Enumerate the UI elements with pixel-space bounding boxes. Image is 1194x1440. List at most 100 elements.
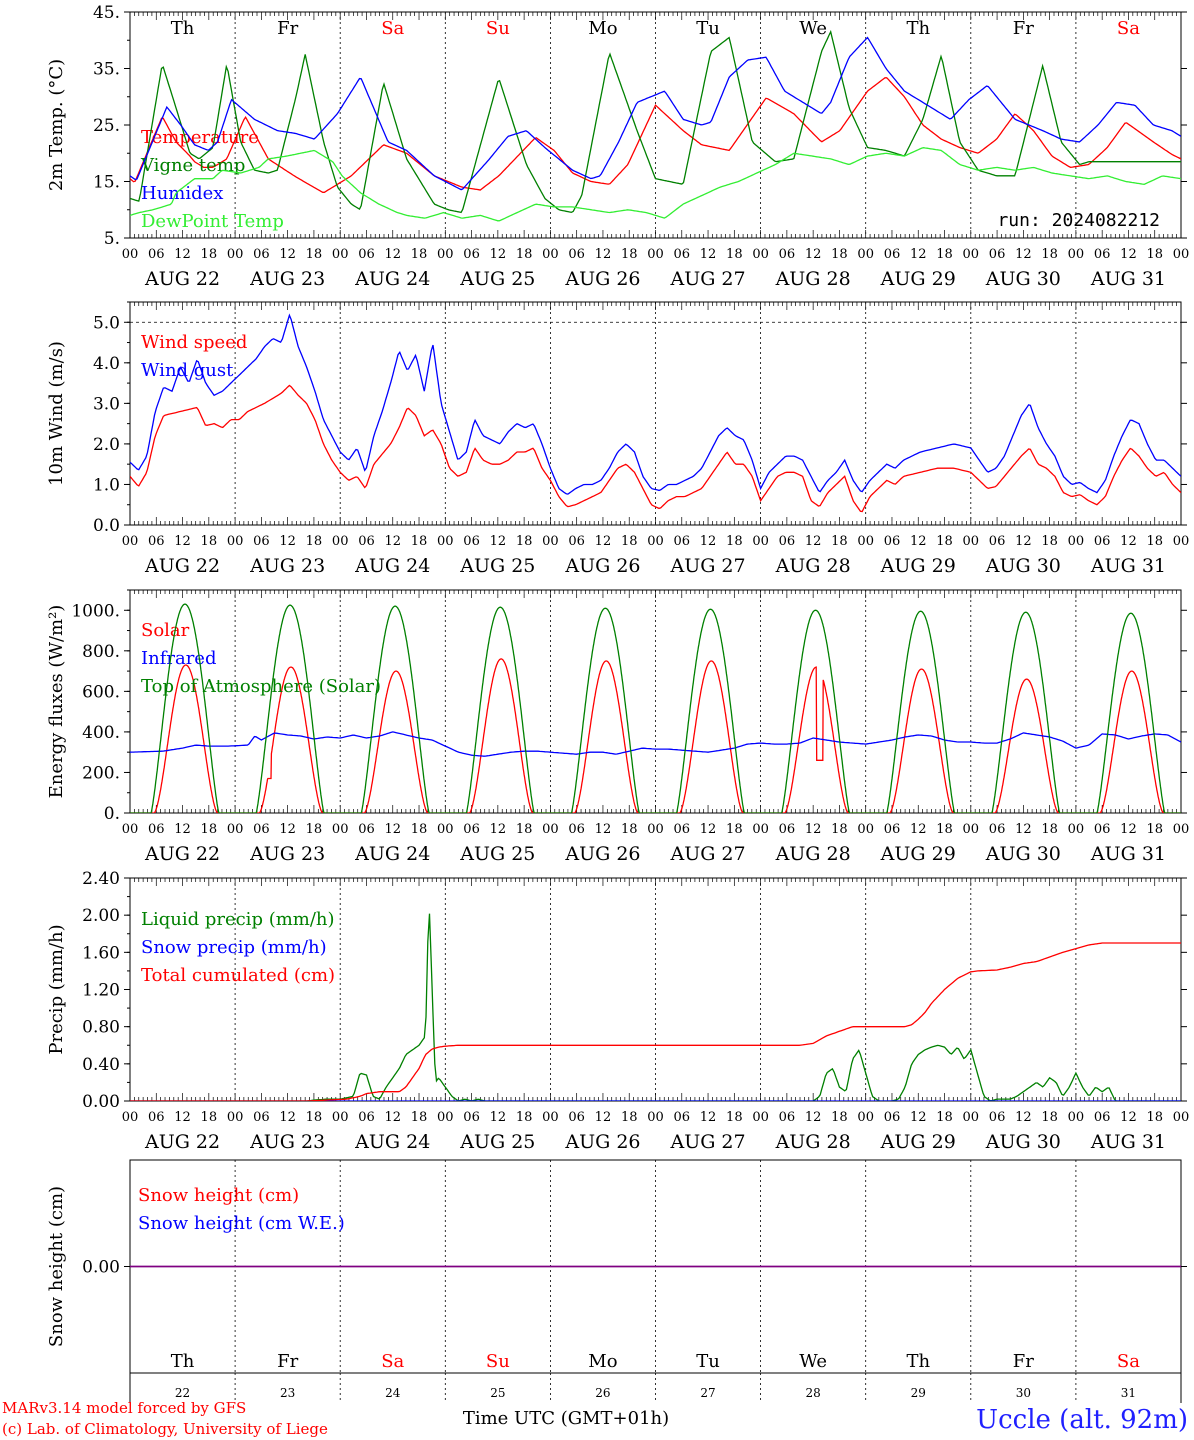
y-axis-label: Precip (mm/h) [46,924,67,1054]
hour-tick-label: 00 [1068,534,1085,549]
day-number-label: 27 [700,1386,715,1400]
hour-tick-label: 18 [726,1110,743,1125]
date-label: AUG 22 [144,1131,220,1153]
date-label: AUG 22 [144,843,220,865]
date-label: AUG 31 [1090,1131,1166,1153]
series-line-dewpoint-temp [130,147,1181,222]
weekday-label: Th [906,18,930,39]
legend-vigne-temp: Vigne temp [140,155,245,176]
hour-tick-label: 12 [1120,822,1137,837]
series-line-temperature [130,77,1181,193]
plot-frame [129,11,1182,239]
hour-tick-label: 18 [411,1110,428,1125]
hour-tick-label: 00 [122,534,139,549]
legend-solar: Solar [141,620,190,641]
hour-tick-label: 00 [122,822,139,837]
hour-tick-label: 18 [726,534,743,549]
date-label: AUG 22 [144,555,220,577]
hour-tick-label: 00 [963,822,980,837]
legend-infrared: Infrared [141,648,216,669]
legend-temperature: Temperature [141,127,259,148]
hour-tick-label: 12 [1015,1110,1032,1125]
hour-tick-label: 12 [910,247,927,262]
hour-tick-label: 18 [726,822,743,837]
hour-tick-label: 06 [568,534,585,549]
legend-total-cumulated-cm: Total cumulated (cm) [141,965,335,986]
weekday-label: Mo [588,18,617,39]
series-line-wind-speed [130,384,1181,513]
hour-tick-label: 18 [306,534,323,549]
hour-tick-label: 06 [674,534,691,549]
day-number-label: 26 [595,1386,610,1400]
y-axis-label: Energy fluxes (W/m²) [46,605,67,799]
hour-tick-label: 06 [148,534,165,549]
ytick-label: 15. [93,173,120,193]
hour-tick-label: 06 [779,1110,796,1125]
legend-dewpoint-temp: DewPoint Temp [141,211,284,232]
series-line-solar [130,658,1181,813]
date-label: AUG 30 [985,555,1061,577]
hour-tick-label: 18 [306,1110,323,1125]
hour-tick-label: 12 [910,534,927,549]
date-label: AUG 26 [564,268,640,290]
hour-tick-label: 12 [174,534,191,549]
hour-tick-label: 00 [1173,534,1190,549]
hour-tick-label: 06 [674,822,691,837]
weekday-label: Fr [277,1351,298,1372]
weekday-label: Sa [1117,1351,1140,1372]
date-label: AUG 25 [459,268,535,290]
date-label: AUG 30 [985,843,1061,865]
weekday-label: Th [906,1351,930,1372]
hour-tick-label: 06 [253,1110,270,1125]
ytick-label: 2.40 [82,869,120,889]
hour-tick-label: 12 [490,534,507,549]
series-line-top-of-atmosphere-solar [130,603,1181,813]
date-label: AUG 27 [669,268,745,290]
weekday-label: We [799,18,827,39]
hour-tick-label: 18 [621,534,638,549]
weekday-label: Sa [1117,18,1140,39]
date-label: AUG 23 [249,1131,325,1153]
hour-tick-label: 12 [700,247,717,262]
hour-tick-label: 06 [568,247,585,262]
ytick-label: 1.0 [93,475,120,495]
panel-3: 0. 200. 400. 600. 800. 1000.Energy fluxes (W/… [46,589,1189,865]
hour-tick-label: 18 [936,534,953,549]
hour-tick-label: 06 [989,534,1006,549]
ytick-label: 4.0 [93,354,120,374]
legend-wind-speed: Wind speed [141,332,247,353]
hour-tick-label: 06 [253,822,270,837]
hour-tick-label: 00 [857,534,874,549]
hour-tick-label: 12 [1015,534,1032,549]
panel-1: 5. 15. 25. 35. 45. 2m Temp. (°C) 00 06 12 18 AUG 2… [46,3,1189,290]
ytick-label: 5.0 [93,313,120,333]
hour-tick-label: 12 [595,247,612,262]
hour-tick-label: 18 [516,1110,533,1125]
hour-tick-label: 06 [884,534,901,549]
date-label: AUG 25 [459,555,535,577]
hour-tick-label: 18 [201,534,218,549]
hour-tick-label: 06 [568,1110,585,1125]
hour-tick-label: 06 [358,534,375,549]
hour-tick-label: 00 [227,247,244,262]
ytick-label: 1.20 [82,981,120,1001]
hour-tick-label: 06 [779,822,796,837]
hour-tick-label: 00 [332,1110,349,1125]
footer-model: MARv3.14 model forced by GFS [2,1399,246,1417]
hour-tick-label: 18 [831,534,848,549]
ytick-label: 0.0 [93,516,120,536]
series-line-wind-gust [130,313,1181,495]
date-label: AUG 23 [249,843,325,865]
legend-snow-precip-mm-h: Snow precip (mm/h) [141,937,327,958]
date-label: AUG 27 [669,1131,745,1153]
hour-tick-label: 06 [253,534,270,549]
hour-tick-label: 06 [358,822,375,837]
date-label: AUG 29 [880,843,956,865]
weekday-label: Th [171,18,195,39]
series-line-humidex [130,36,1181,191]
hour-tick-label: 00 [437,534,454,549]
hour-tick-label: 18 [831,1110,848,1125]
ytick-label: 25. [93,116,120,136]
hour-tick-label: 06 [989,1110,1006,1125]
